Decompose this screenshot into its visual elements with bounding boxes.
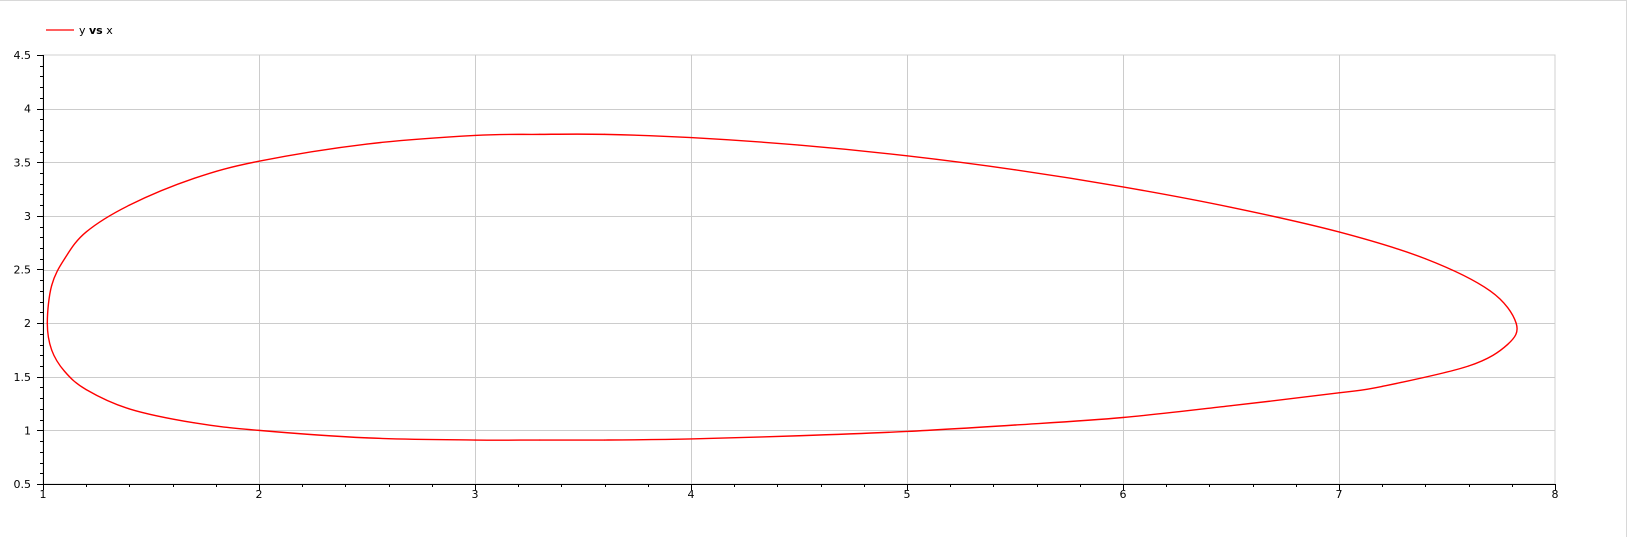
y-tick-label: 3 (24, 210, 31, 223)
x-tick-label: 7 (1336, 488, 1343, 501)
y-tick-label: 2 (24, 317, 31, 330)
x-tick-label: 1 (40, 488, 47, 501)
data-point (474, 134, 476, 137)
data-point (46, 322, 48, 324)
data-point (258, 429, 260, 431)
data-point (51, 349, 53, 351)
data-point (1230, 405, 1232, 407)
data-point (366, 143, 368, 145)
data-point (64, 258, 66, 260)
series-layer (46, 133, 1518, 441)
data-point (64, 370, 66, 372)
x-tick-label: 3 (472, 488, 479, 501)
data-point (51, 284, 53, 287)
data-point (1338, 392, 1340, 394)
data-point (1122, 416, 1124, 419)
y-tick-label: 1.5 (14, 371, 32, 384)
grid (42, 54, 1556, 485)
data-point (366, 437, 368, 439)
y-tick-label: 4.5 (14, 49, 32, 62)
data-point (1381, 385, 1383, 388)
data-point (906, 430, 908, 433)
data-point (85, 389, 87, 391)
series-line-y-vs-x (46, 133, 1518, 441)
data-point (1489, 290, 1491, 292)
data-point (128, 204, 130, 206)
legend-label: y vs x (79, 24, 113, 37)
x-tick-label: 6 (1120, 488, 1127, 501)
y-tick-label: 3.5 (14, 156, 32, 169)
y-tick-label: 2.5 (14, 264, 32, 277)
legend-label-x: x (106, 24, 113, 37)
plot-frame (42, 54, 1556, 485)
data-point (85, 231, 87, 233)
data-point (193, 422, 195, 424)
data-point (1468, 365, 1470, 367)
data-point (258, 160, 260, 162)
data-point (798, 144, 800, 146)
x-tick-label: 8 (1552, 488, 1559, 501)
data-point (128, 408, 130, 410)
x-tick-label: 5 (904, 488, 911, 501)
y-tick-label: 4 (24, 103, 31, 116)
data-point (1338, 231, 1340, 233)
data-point (690, 136, 692, 139)
data-point (798, 435, 800, 437)
x-tick-label: 4 (688, 488, 695, 501)
data-point (690, 438, 692, 440)
data-point (604, 133, 606, 135)
y-tick-label: 0.5 (14, 478, 32, 491)
data-point (906, 155, 908, 157)
data-point (539, 133, 541, 135)
axes: 1 2 3 4 5 6 7 8 0.5 1 1.5 2 2.5 3 3.5 4 4.5 (14, 49, 1559, 501)
data-point (1515, 322, 1517, 324)
data-point (1506, 343, 1509, 346)
x-tick-label: 2 (256, 488, 263, 501)
data-point (474, 439, 476, 441)
legend: y vs x (46, 24, 113, 37)
data-point (1424, 258, 1426, 260)
data-point (1122, 186, 1124, 188)
y-tick-label: 1 (24, 424, 31, 437)
data-point (1230, 206, 1232, 208)
legend-label-vs: vs (89, 24, 103, 37)
data-point (193, 177, 195, 179)
data-point (539, 439, 541, 441)
legend-label-y: y (79, 24, 86, 37)
data-point (1014, 424, 1016, 426)
data-point (1014, 169, 1016, 171)
data-point (604, 439, 606, 441)
